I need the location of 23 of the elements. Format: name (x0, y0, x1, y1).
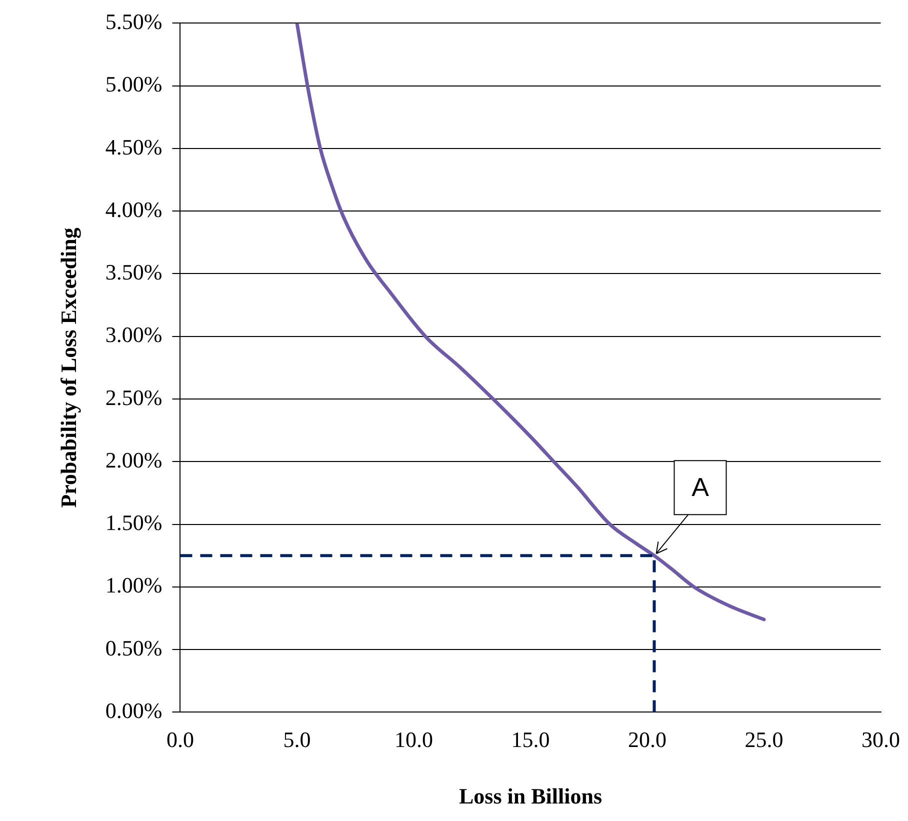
x-tick-label: 30.0 (862, 727, 900, 752)
x-tick-label: 5.0 (283, 727, 311, 752)
y-tick-label: 2.50% (105, 384, 162, 410)
x-tick-label: 15.0 (511, 727, 550, 752)
y-axis-title: Probability of Loss Exceeding (56, 228, 81, 508)
x-axis-title: Loss in Billions (458, 783, 602, 808)
x-tick-label: 25.0 (744, 727, 784, 752)
y-tick-label: 0.50% (105, 635, 162, 660)
annotation: A (692, 472, 710, 502)
x-tick-label: 20.0 (628, 727, 666, 752)
x-tick-label: 0.0 (166, 727, 194, 752)
x-tick-label: 10.0 (394, 727, 433, 752)
y-tick-label: 3.50% (105, 260, 162, 285)
y-tick-label: 3.00% (105, 322, 162, 348)
y-tick-label: 1.00% (105, 572, 162, 598)
y-tick-label: 1.50% (105, 510, 162, 536)
y-tick-label: 2.00% (105, 447, 162, 472)
line-series (295, 23, 766, 622)
y-tick-label: 5.00% (105, 72, 162, 97)
y-tick-label: 4.00% (105, 196, 162, 222)
y-tick-label: 4.50% (105, 134, 162, 160)
y-tick-label: 0.00% (105, 698, 162, 723)
y-tick-label: 5.50% (105, 8, 162, 34)
